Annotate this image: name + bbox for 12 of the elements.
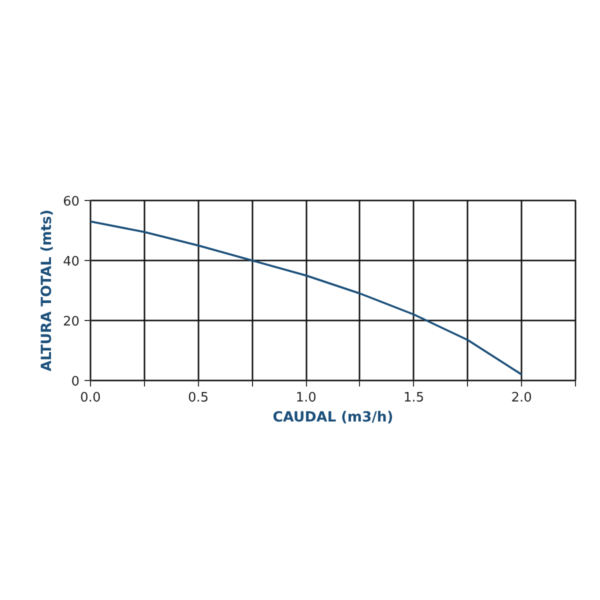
x-tick-label: 0.0 — [80, 390, 101, 406]
y-tick-label: 20 — [62, 314, 80, 330]
x-axis-title: CAUDAL (m3/h) — [272, 410, 394, 426]
line-series — [90, 220, 523, 376]
y-axis-title: ALTURA TOTAL (mts) — [38, 210, 55, 372]
x-tick-label: 2.0 — [511, 390, 532, 406]
x-tick-label: 0.5 — [188, 390, 209, 406]
y-tick-label: 0 — [71, 374, 80, 390]
x-tick-label: 1.5 — [403, 390, 424, 406]
y-tick-label: 40 — [62, 254, 80, 270]
x-tick-label: 1.0 — [296, 390, 316, 406]
y-tick-label: 60 — [62, 194, 80, 210]
